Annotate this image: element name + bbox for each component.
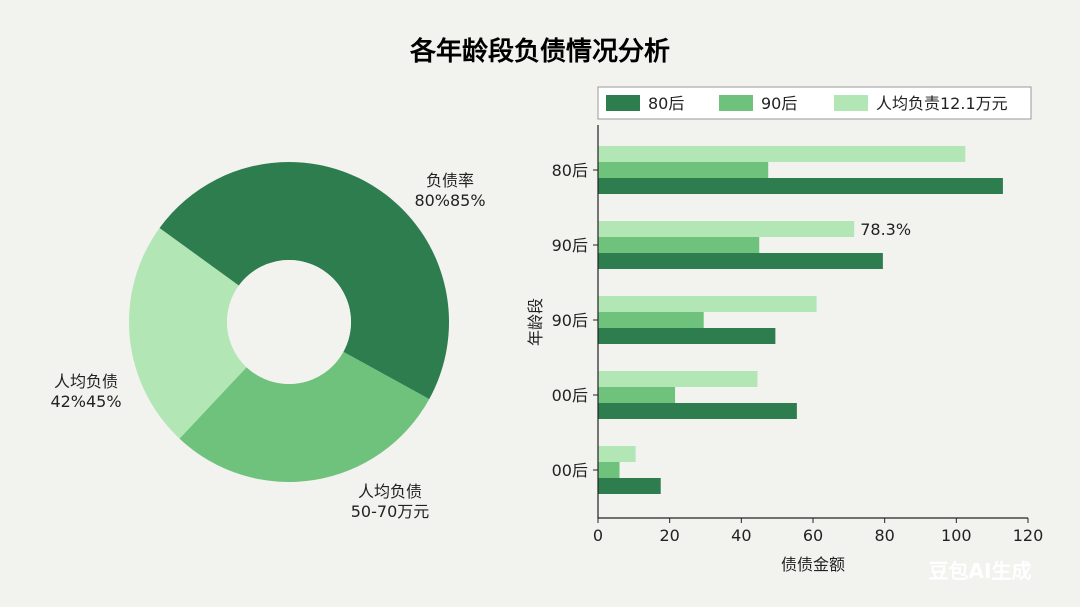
- donut-slice: [159, 162, 289, 286]
- bar-chart: 80后 90后 人均负责12.1万元 78.3% 80后 90后 90后 00后 00后 0 2…: [526, 86, 1043, 574]
- legend-label: 80后: [648, 94, 684, 113]
- bar: [598, 296, 817, 312]
- x-tick-label: 120: [1013, 526, 1044, 545]
- bar-annotation: 78.3%: [860, 220, 911, 239]
- bar: [598, 462, 620, 478]
- slice-sublabel: 42%45%: [50, 392, 121, 411]
- y-tick-label: 90后: [552, 236, 588, 255]
- x-tick-label: 60: [803, 526, 823, 545]
- bar: [598, 312, 704, 328]
- bar: [598, 403, 797, 419]
- bar: [598, 387, 676, 403]
- x-tick-label: 40: [731, 526, 751, 545]
- bar: [598, 371, 758, 387]
- bar: [598, 237, 760, 253]
- bar: [598, 146, 966, 162]
- legend-box: [597, 86, 1032, 120]
- legend-label: 90后: [761, 94, 797, 113]
- y-axis-label: 年龄段: [526, 298, 545, 346]
- slice-sublabel: 80%85%: [414, 191, 485, 210]
- bar: [598, 446, 636, 462]
- y-tick-label: 00后: [552, 386, 588, 405]
- slice-label: 负债率: [426, 171, 474, 190]
- legend-swatch: [719, 95, 753, 111]
- x-axis-label: 债债金额: [781, 555, 845, 574]
- bar: [598, 178, 1003, 194]
- bar: [598, 328, 776, 344]
- slice-label: 人均负债: [54, 372, 118, 391]
- bar: [598, 162, 769, 178]
- donut-slice: [179, 351, 430, 483]
- chart-title: 各年龄段负债情况分析: [409, 36, 670, 67]
- x-tick-label: 100: [941, 526, 972, 545]
- bar-axes: 80后 90后 90后 00后 00后 0 20 40 60 80 100 120 债债金额 年龄段: [526, 125, 1043, 574]
- bar: [598, 478, 661, 494]
- y-tick-label: 80后: [552, 161, 588, 180]
- watermark-label: 豆包AI生成: [929, 559, 1032, 583]
- legend: 80后 90后 人均负责12.1万元: [597, 86, 1032, 120]
- bar: [598, 253, 883, 269]
- legend-swatch: [606, 95, 640, 111]
- legend-swatch: [834, 95, 868, 111]
- y-tick-label: 90后: [552, 311, 588, 330]
- bar: [598, 221, 855, 237]
- x-tick-label: 80: [874, 526, 894, 545]
- bar-marks: 78.3%: [598, 146, 1003, 494]
- y-tick-label: 00后: [552, 461, 588, 480]
- slice-label: 人均负债: [358, 482, 422, 501]
- slice-sublabel: 50-70万元: [351, 502, 430, 521]
- x-tick-label: 0: [593, 526, 603, 545]
- legend-label: 人均负责12.1万元: [876, 94, 1008, 113]
- donut-hole: [227, 260, 351, 384]
- donut-slice: [129, 227, 247, 439]
- donut-slice: [289, 162, 450, 400]
- x-tick-label: 20: [659, 526, 679, 545]
